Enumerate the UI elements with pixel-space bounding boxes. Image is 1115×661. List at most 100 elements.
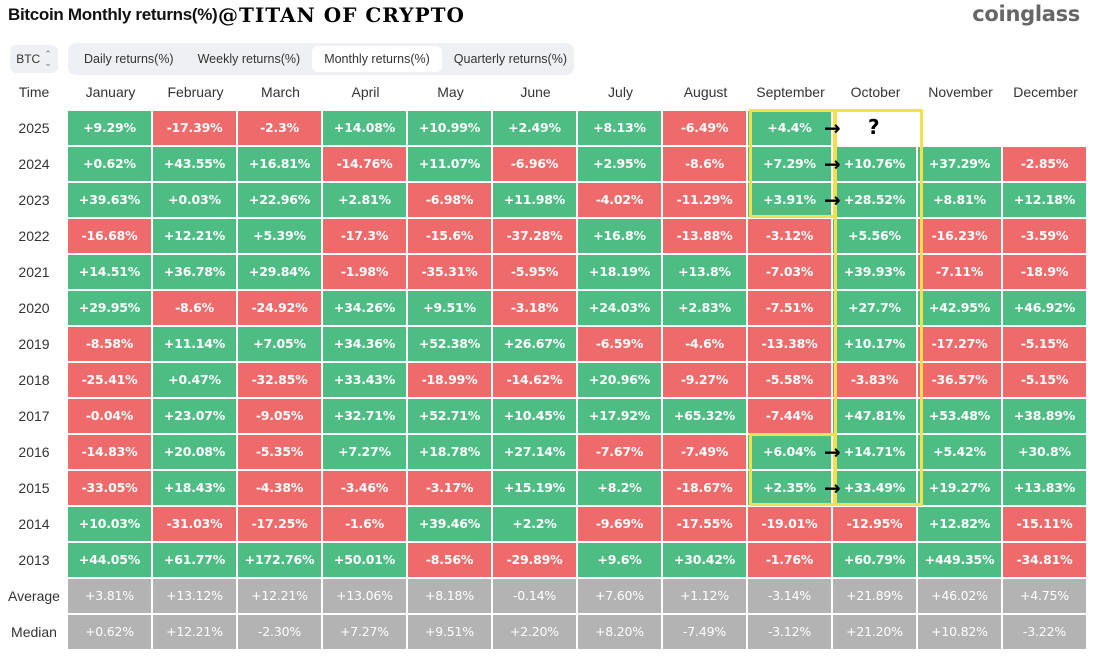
return-cell: -24.92% xyxy=(238,291,321,325)
arrow-right-icon: → xyxy=(824,116,841,140)
return-cell: +14.51% xyxy=(68,255,151,289)
stat-cell: +9.51% xyxy=(408,615,491,649)
return-cell: -1.98% xyxy=(323,255,406,289)
return-cell: -3.83% xyxy=(833,363,916,397)
tab-daily-returns[interactable]: Daily returns(%) xyxy=(84,52,174,66)
return-cell: -29.89% xyxy=(493,543,576,577)
return-cell: -6.96% xyxy=(493,147,576,181)
return-cell: -8.6% xyxy=(153,291,236,325)
return-cell: +0.62% xyxy=(68,147,151,181)
return-cell: +52.38% xyxy=(408,327,491,361)
time-column-header: Time xyxy=(18,84,50,100)
tab-weekly-returns[interactable]: Weekly returns(%) xyxy=(197,52,301,66)
stat-cell: +46.02% xyxy=(918,579,1001,613)
return-cell: -3.12% xyxy=(748,219,831,253)
stat-cell: +4.75% xyxy=(1003,579,1086,613)
return-cell: +14.08% xyxy=(323,111,406,145)
return-cell: -14.83% xyxy=(68,435,151,469)
return-cell: +11.98% xyxy=(493,183,576,217)
return-cell: -18.99% xyxy=(408,363,491,397)
return-cell: -37.28% xyxy=(493,219,576,253)
stat-cell: +12.21% xyxy=(238,579,321,613)
return-cell: -25.41% xyxy=(68,363,151,397)
stat-cell: +8.18% xyxy=(408,579,491,613)
return-cell: +2.35% xyxy=(748,471,831,505)
return-cell: +14.71% xyxy=(833,435,916,469)
return-cell: -17.55% xyxy=(663,507,746,541)
return-cell: -17.27% xyxy=(918,327,1001,361)
stat-cell: +12.21% xyxy=(153,615,236,649)
return-cell: +38.89% xyxy=(1003,399,1086,433)
year-label-2014: 2014 xyxy=(18,516,50,532)
coin-selector[interactable]: BTC ⌃ ⌄ xyxy=(10,45,58,73)
return-cell: +27.7% xyxy=(833,291,916,325)
return-cell: +42.95% xyxy=(918,291,1001,325)
return-cell: +24.03% xyxy=(578,291,661,325)
return-cell: +5.39% xyxy=(238,219,321,253)
stat-cell: -3.14% xyxy=(748,579,831,613)
return-cell: -13.38% xyxy=(748,327,831,361)
stat-cell: +7.27% xyxy=(323,615,406,649)
return-cell: +172.76% xyxy=(238,543,321,577)
return-cell: -16.68% xyxy=(68,219,151,253)
return-cell: +10.45% xyxy=(493,399,576,433)
return-cell: +60.79% xyxy=(833,543,916,577)
return-cell: -35.31% xyxy=(408,255,491,289)
arrow-right-icon: → xyxy=(824,188,841,212)
return-cell: +5.56% xyxy=(833,219,916,253)
year-label-2023: 2023 xyxy=(18,192,50,208)
return-cell: +33.49% xyxy=(833,471,916,505)
month-header-october: October xyxy=(850,84,901,100)
return-cell: +12.21% xyxy=(153,219,236,253)
return-cell: +13.83% xyxy=(1003,471,1086,505)
return-cell: +12.18% xyxy=(1003,183,1086,217)
return-cell: -3.59% xyxy=(1003,219,1086,253)
return-cell: +8.2% xyxy=(578,471,661,505)
return-cell: -7.44% xyxy=(748,399,831,433)
return-cell: +449.35% xyxy=(918,543,1001,577)
return-cell: +22.96% xyxy=(238,183,321,217)
month-header-april: April xyxy=(351,84,380,100)
return-cell: +9.29% xyxy=(68,111,151,145)
stat-label-median: Median xyxy=(11,624,57,640)
coin-selector-value: BTC xyxy=(16,52,41,66)
return-cell: +5.42% xyxy=(918,435,1001,469)
return-cell: +43.55% xyxy=(153,147,236,181)
return-cell: +16.81% xyxy=(238,147,321,181)
brand-logo[interactable]: coinglass xyxy=(972,2,1080,26)
return-cell xyxy=(1003,111,1086,145)
stat-cell: +8.20% xyxy=(578,615,661,649)
return-cell: +29.84% xyxy=(238,255,321,289)
tab-monthly-returns[interactable]: Monthly returns(%) xyxy=(312,46,442,72)
return-cell: +8.81% xyxy=(918,183,1001,217)
year-label-2022: 2022 xyxy=(18,228,50,244)
return-cell: -14.76% xyxy=(323,147,406,181)
return-cell: -12.95% xyxy=(833,507,916,541)
return-cell: -7.67% xyxy=(578,435,661,469)
return-cell: +23.07% xyxy=(153,399,236,433)
month-header-may: May xyxy=(437,84,464,100)
stat-cell: +3.81% xyxy=(68,579,151,613)
return-cell: -14.62% xyxy=(493,363,576,397)
return-cell: -6.98% xyxy=(408,183,491,217)
return-cell: -17.25% xyxy=(238,507,321,541)
stat-cell: +0.62% xyxy=(68,615,151,649)
return-cell xyxy=(918,111,1001,145)
return-cell: +12.82% xyxy=(918,507,1001,541)
return-cell: -8.58% xyxy=(68,327,151,361)
return-cell: +34.26% xyxy=(323,291,406,325)
return-cell: -5.15% xyxy=(1003,327,1086,361)
return-cell: -6.59% xyxy=(578,327,661,361)
return-cell: -18.67% xyxy=(663,471,746,505)
return-cell: -1.76% xyxy=(748,543,831,577)
return-cell: +30.42% xyxy=(663,543,746,577)
return-cell: -13.88% xyxy=(663,219,746,253)
return-cell: +8.13% xyxy=(578,111,661,145)
return-cell: -19.01% xyxy=(748,507,831,541)
year-label-2017: 2017 xyxy=(18,408,50,424)
tab-quarterly-returns[interactable]: Quarterly returns(%) xyxy=(453,52,568,66)
return-cell: -5.15% xyxy=(1003,363,1086,397)
return-cell: +27.14% xyxy=(493,435,576,469)
return-cell: -7.49% xyxy=(663,435,746,469)
return-cell: -6.49% xyxy=(663,111,746,145)
